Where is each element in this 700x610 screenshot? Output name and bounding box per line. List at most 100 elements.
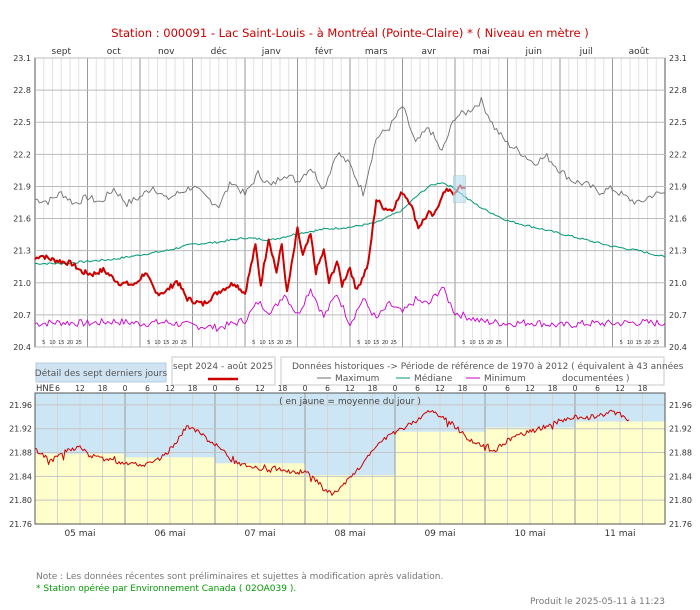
y-tick-label: 22.8 — [13, 86, 31, 95]
y-tick-label: 22.5 — [13, 118, 31, 127]
hour-tick-label: 12 — [165, 384, 175, 393]
day-tick-label: 15 — [58, 340, 64, 346]
detail-day-labels: 05 mai 06 mai 07 mai 08 mai 09 mai 10 mai 11 m… — [64, 529, 635, 539]
month-label: oct — [107, 47, 121, 57]
day-tick-label: 5 — [252, 340, 255, 346]
day-tick-label: 10 — [259, 340, 265, 346]
detail-day-label: 07 mai — [244, 529, 275, 539]
day-tick-label: 5 — [462, 340, 465, 346]
main-series — [34, 96, 666, 332]
month-label: nov — [158, 47, 175, 57]
main-grid — [35, 57, 665, 348]
month-label: sept — [52, 47, 72, 57]
day-tick-label: 20 — [172, 340, 178, 346]
detail-day-label: 09 mai — [424, 529, 455, 539]
hour-tick-label: 18 — [458, 384, 468, 393]
y-tick-label-right: 21.9 — [669, 182, 687, 191]
y-tick-label: 22.2 — [13, 150, 31, 159]
detail-hour-ticks-top: 6 12 18 0 6 12 18 0 6 12 18 0 6 12 18 0 6 12 18 0 6 12 18 0 6 12 1… — [55, 384, 647, 393]
hour-tick-label: 12 — [345, 384, 355, 393]
day-tick-label: 5 — [147, 340, 150, 346]
day-tick-label: 15 — [268, 340, 274, 346]
y-tick-label: 20.7 — [13, 311, 31, 320]
footer-note: Note : Les données récentes sont prélimi… — [36, 571, 443, 582]
detail-y-tick-label: 21.80 — [9, 496, 32, 505]
y-tick-label-right: 20.7 — [669, 311, 687, 320]
day-tick-label: 15 — [373, 340, 379, 346]
detail-day-label: 08 mai — [334, 529, 365, 539]
day-tick-label: 10 — [627, 340, 633, 346]
day-tick-label: 5 — [620, 340, 623, 346]
hour-tick-label: 18 — [368, 384, 378, 393]
detail-y-tick-label-right: 21.76 — [669, 520, 692, 529]
day-tick-label: 25 — [391, 340, 397, 346]
detail-title: ( en jaune = moyenne du jour ) — [279, 397, 421, 407]
hour-tick-label: 6 — [595, 384, 600, 393]
detail-y-tick-label-right: 21.96 — [669, 401, 692, 410]
series-line — [34, 286, 666, 332]
legend-historic-label: Données historiques -> Période de référe… — [292, 361, 684, 372]
hour-tick-label: 0 — [123, 384, 128, 393]
detail-y-tick-label: 21.84 — [9, 472, 32, 481]
day-tick-label: 20 — [277, 340, 283, 346]
hour-tick-label: 12 — [435, 384, 445, 393]
detail-y-tick-label-right: 21.80 — [669, 496, 692, 505]
day-tick-label: 5 — [42, 340, 45, 346]
detail-series — [34, 409, 630, 496]
day-tick-label: 25 — [76, 340, 82, 346]
detail-plot-border — [34, 392, 666, 525]
day-tick-label: 10 — [49, 340, 55, 346]
legend-historic-label-2: documentées ) — [562, 373, 630, 384]
chart-title: Station : 000091 - Lac Saint-Louis - à M… — [111, 26, 589, 40]
hour-tick-label: 18 — [638, 384, 648, 393]
hour-tick-label: 12 — [255, 384, 265, 393]
day-tick-label: 20 — [67, 340, 73, 346]
detail-y-tick-label: 21.92 — [9, 425, 32, 434]
main-y-axis-right: 23.1 22.8 22.5 22.2 21.9 21.6 21.3 21.0 20.7 20.4 — [669, 54, 687, 352]
detail-y-tick-label: 21.96 — [9, 401, 32, 410]
y-tick-label-right: 22.5 — [669, 118, 687, 127]
y-tick-label: 21.0 — [13, 279, 31, 288]
month-label: mai — [473, 47, 490, 57]
hour-tick-label: 6 — [505, 384, 510, 393]
month-label: janv — [261, 47, 282, 57]
day-tick-label: 15 — [636, 340, 642, 346]
y-tick-label: 21.9 — [13, 182, 31, 191]
detail-series-line — [34, 409, 630, 496]
day-tick-label: 25 — [286, 340, 292, 346]
day-tick-label: 25 — [181, 340, 187, 346]
series-line — [34, 96, 666, 209]
hour-tick-label: 18 — [278, 384, 288, 393]
month-label: déc — [211, 46, 227, 57]
month-label: mars — [365, 47, 388, 57]
y-tick-label-right: 21.3 — [669, 247, 687, 256]
hour-tick-label: 0 — [303, 384, 308, 393]
legend-historic-text: Données historiques -> Période de référe… — [292, 361, 684, 372]
detail-y-tick-label: 21.76 — [9, 520, 32, 529]
detail-day-label: 05 mai — [64, 529, 95, 539]
detail-day-label: 10 mai — [514, 529, 545, 539]
detail-chart: HNE 6 12 18 0 6 12 18 0 6 12 18 0 6 12 18 0 6 12 18 0 6 12 18 0… — [9, 384, 692, 539]
y-tick-label-right: 23.1 — [669, 54, 687, 63]
day-tick-label: 25 — [496, 340, 502, 346]
detail-y-tick-label: 21.88 — [9, 449, 32, 458]
day-tick-label: 10 — [469, 340, 475, 346]
hour-tick-label: 18 — [98, 384, 108, 393]
legend: Détail des sept derniers jours sept 2024… — [35, 356, 684, 386]
day-tick-label: 25 — [653, 340, 659, 346]
day-tick-label: 15 — [163, 340, 169, 346]
footer-produced: Produit le 2025-05-11 à 11:23 — [530, 597, 665, 607]
y-tick-label: 21.6 — [13, 215, 31, 224]
legend-detail-label: Détail des sept derniers jours — [35, 368, 168, 379]
month-label: avr — [421, 47, 436, 57]
series-line — [34, 182, 666, 265]
day-tick-label: 20 — [487, 340, 493, 346]
hour-tick-label: 12 — [525, 384, 535, 393]
day-tick-label: 20 — [382, 340, 388, 346]
hour-tick-label: 6 — [235, 384, 240, 393]
day-tick-label: 15 — [478, 340, 484, 346]
detail-y-tick-label-right: 21.84 — [669, 472, 692, 481]
legend-historic-text-2: documentées ) — [562, 373, 630, 384]
month-label: juin — [525, 47, 542, 57]
